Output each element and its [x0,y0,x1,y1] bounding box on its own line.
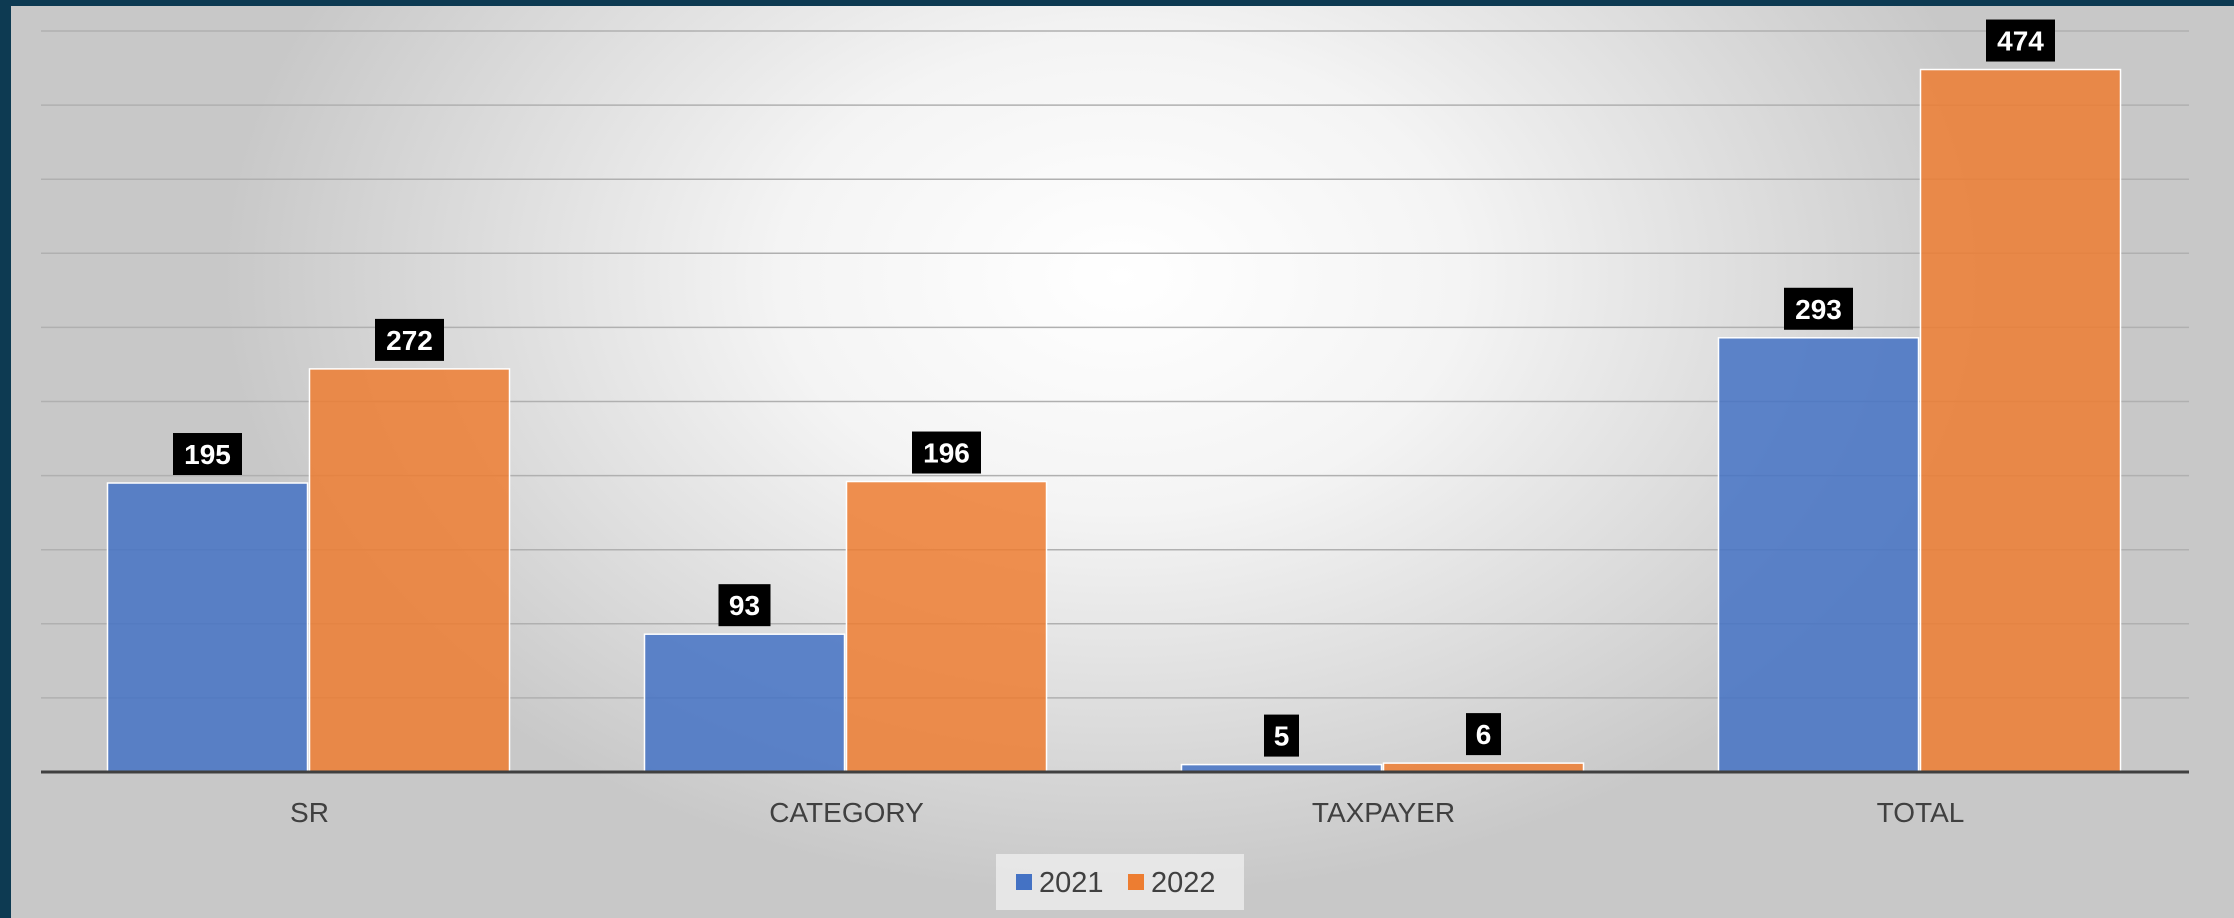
data-label: 272 [386,325,433,356]
category-label: CATEGORY [769,797,924,828]
legend-label: 2021 [1039,867,1104,899]
bar-2022-sr [308,368,511,773]
data-label: 5 [1274,721,1290,752]
legend-swatch [1128,874,1144,890]
data-label: 93 [729,590,760,621]
data-label-box [173,433,242,476]
legend-swatch [1016,874,1032,890]
data-labels: 195 272 93 196 5 6 293 474 [173,19,2055,757]
bar-2022-category [845,480,1048,773]
data-label-box [1466,713,1501,756]
data-label-box [1986,19,2055,62]
legend-box [996,854,1244,910]
bar-2021-total [1717,337,1920,773]
data-label: 293 [1795,294,1842,325]
chart-area: 195 272 93 196 5 6 293 474 SR CATEGORY TAXPAYER TO… [11,6,2234,918]
category-label: TAXPAYER [1312,797,1455,828]
bar-2021-sr [106,482,309,773]
data-label-box [375,318,444,361]
data-label-box [912,431,981,474]
bar-2022-total [1919,68,2122,773]
data-label: 195 [184,439,231,470]
data-label-box [718,584,771,627]
category-labels: SR CATEGORY TAXPAYER TOTAL [290,797,1964,828]
data-label-box [1784,287,1853,330]
data-label-box [1264,714,1299,757]
data-label: 196 [923,438,970,469]
category-label: TOTAL [1877,797,1965,828]
legend: 2021 2022 [996,854,1244,910]
bars [106,68,2122,773]
data-label: 474 [1997,26,2044,57]
category-label: SR [290,797,329,828]
bar-chart: 195 272 93 196 5 6 293 474 SR CATEGORY TAXPAYER TO… [41,19,2189,910]
data-label: 6 [1476,719,1492,750]
bar-2021-category [643,633,846,773]
legend-label: 2022 [1151,867,1216,899]
